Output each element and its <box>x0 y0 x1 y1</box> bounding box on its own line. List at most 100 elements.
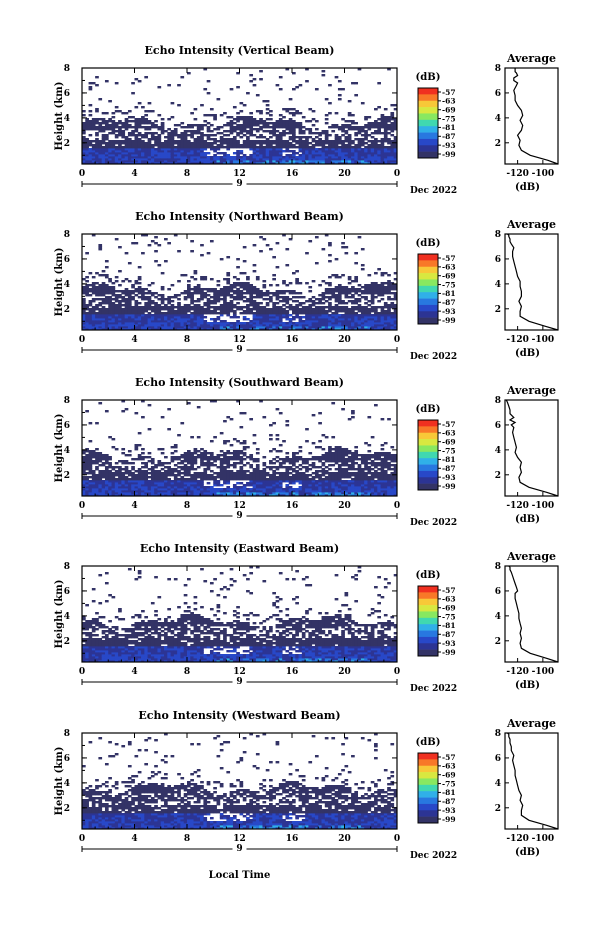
heatmap-cell <box>351 114 355 117</box>
heatmap-cell <box>111 130 116 133</box>
heatmap-cell <box>98 318 103 321</box>
heatmap-cell <box>236 296 240 299</box>
heatmap-cell <box>154 126 158 129</box>
heatmap-cell <box>190 488 194 491</box>
heatmap-cell <box>229 326 234 329</box>
heatmap-cell <box>393 146 398 149</box>
heatmap-cell <box>360 264 365 267</box>
heatmap-cell <box>370 300 375 303</box>
heatmap-cell <box>219 132 224 135</box>
heatmap-cell <box>216 472 221 475</box>
heatmap-cell <box>85 126 89 129</box>
heatmap-cell <box>85 162 89 165</box>
x-tick-label: 8 <box>184 169 190 179</box>
heatmap-cell <box>278 312 283 315</box>
heatmap-cell <box>288 282 293 285</box>
heatmap-cell <box>104 162 109 165</box>
heatmap-cell <box>393 128 398 131</box>
heatmap-cell <box>324 158 329 161</box>
heatmap-cell <box>219 144 224 147</box>
heatmap-cell <box>177 124 181 127</box>
heatmap-cell <box>134 120 139 123</box>
heatmap-cell <box>292 130 296 133</box>
heatmap-cell <box>196 286 201 289</box>
heatmap-cell <box>249 472 254 475</box>
heatmap-cell <box>111 316 116 319</box>
heatmap-cell <box>367 324 372 327</box>
heatmap-cell <box>127 116 132 119</box>
heatmap-cells <box>82 68 398 165</box>
heatmap-cell <box>246 298 250 301</box>
heatmap-cell <box>137 458 142 461</box>
heatmap-cell <box>354 312 359 315</box>
heatmap-cell <box>200 454 204 457</box>
heatmap-cell <box>334 162 339 165</box>
heatmap-cell <box>160 306 165 309</box>
heatmap-cell <box>196 306 201 309</box>
heatmap-cell <box>111 314 116 317</box>
heatmap-cell <box>114 472 119 475</box>
heatmap-cell <box>173 140 178 143</box>
heatmap-cell <box>111 150 116 153</box>
heatmap-cell <box>314 298 319 301</box>
heatmap-cell <box>278 316 283 319</box>
heatmap-cell <box>203 68 208 71</box>
heatmap-cell <box>242 140 247 143</box>
heatmap-cell <box>219 294 224 297</box>
heatmap-cell <box>114 466 119 469</box>
heatmap-cell <box>101 480 106 483</box>
heatmap-cell <box>255 470 260 473</box>
heatmap-cell <box>157 138 162 141</box>
heatmap-cell <box>131 296 135 299</box>
heatmap-cell <box>147 494 152 497</box>
heatmap-cell <box>157 134 162 137</box>
heatmap-cell <box>177 148 181 151</box>
heatmap-cell <box>360 328 365 331</box>
heatmap-cell <box>226 154 231 157</box>
heatmap-cell <box>298 140 303 143</box>
heatmap-cell <box>154 162 158 165</box>
heatmap-cell <box>137 276 142 279</box>
heatmap-cell <box>246 116 250 119</box>
heatmap-cell <box>226 278 231 281</box>
heatmap-cell <box>147 110 152 113</box>
heatmap-cell <box>170 446 175 449</box>
heatmap-cell <box>292 146 296 149</box>
heatmap-cell <box>259 472 263 475</box>
heatmap-cell <box>95 304 99 307</box>
heatmap-cell <box>167 308 171 311</box>
heatmap-cell <box>374 316 378 319</box>
heatmap-cell <box>180 484 185 487</box>
heatmap-cell <box>278 162 283 165</box>
heatmap-cell <box>337 88 342 91</box>
heatmap-cell <box>292 292 296 295</box>
heatmap-cell <box>190 142 194 145</box>
heatmap-cell <box>95 84 99 87</box>
heatmap-cell <box>177 326 181 329</box>
heatmap-cell <box>265 148 270 151</box>
heatmap-cell <box>206 324 211 327</box>
heatmap-cells <box>82 400 398 497</box>
heatmap-cell <box>104 318 109 321</box>
heatmap-cells <box>82 234 398 331</box>
heatmap-cell <box>377 294 381 297</box>
heatmap-cell <box>269 460 273 463</box>
heatmap-cell <box>232 328 237 331</box>
heatmap-cell <box>134 118 139 121</box>
heatmap-cell <box>164 494 168 497</box>
heatmap-cell <box>111 480 116 483</box>
heatmap-cell <box>292 156 296 159</box>
heatmap-cell <box>154 326 158 329</box>
heatmap-cell <box>118 302 122 305</box>
heatmap-cell <box>101 310 106 313</box>
heatmap-cell <box>252 292 257 295</box>
colorbar-tick-label: -81 <box>442 289 456 298</box>
heatmap-cell <box>150 158 155 161</box>
heatmap-cell <box>285 154 290 157</box>
heatmap-cell <box>147 156 152 159</box>
heatmap-cell <box>305 314 309 317</box>
heatmap-cell <box>324 318 329 321</box>
heatmap-cell <box>101 470 106 473</box>
heatmap-cell <box>187 472 191 475</box>
heatmap-cell <box>144 478 149 481</box>
